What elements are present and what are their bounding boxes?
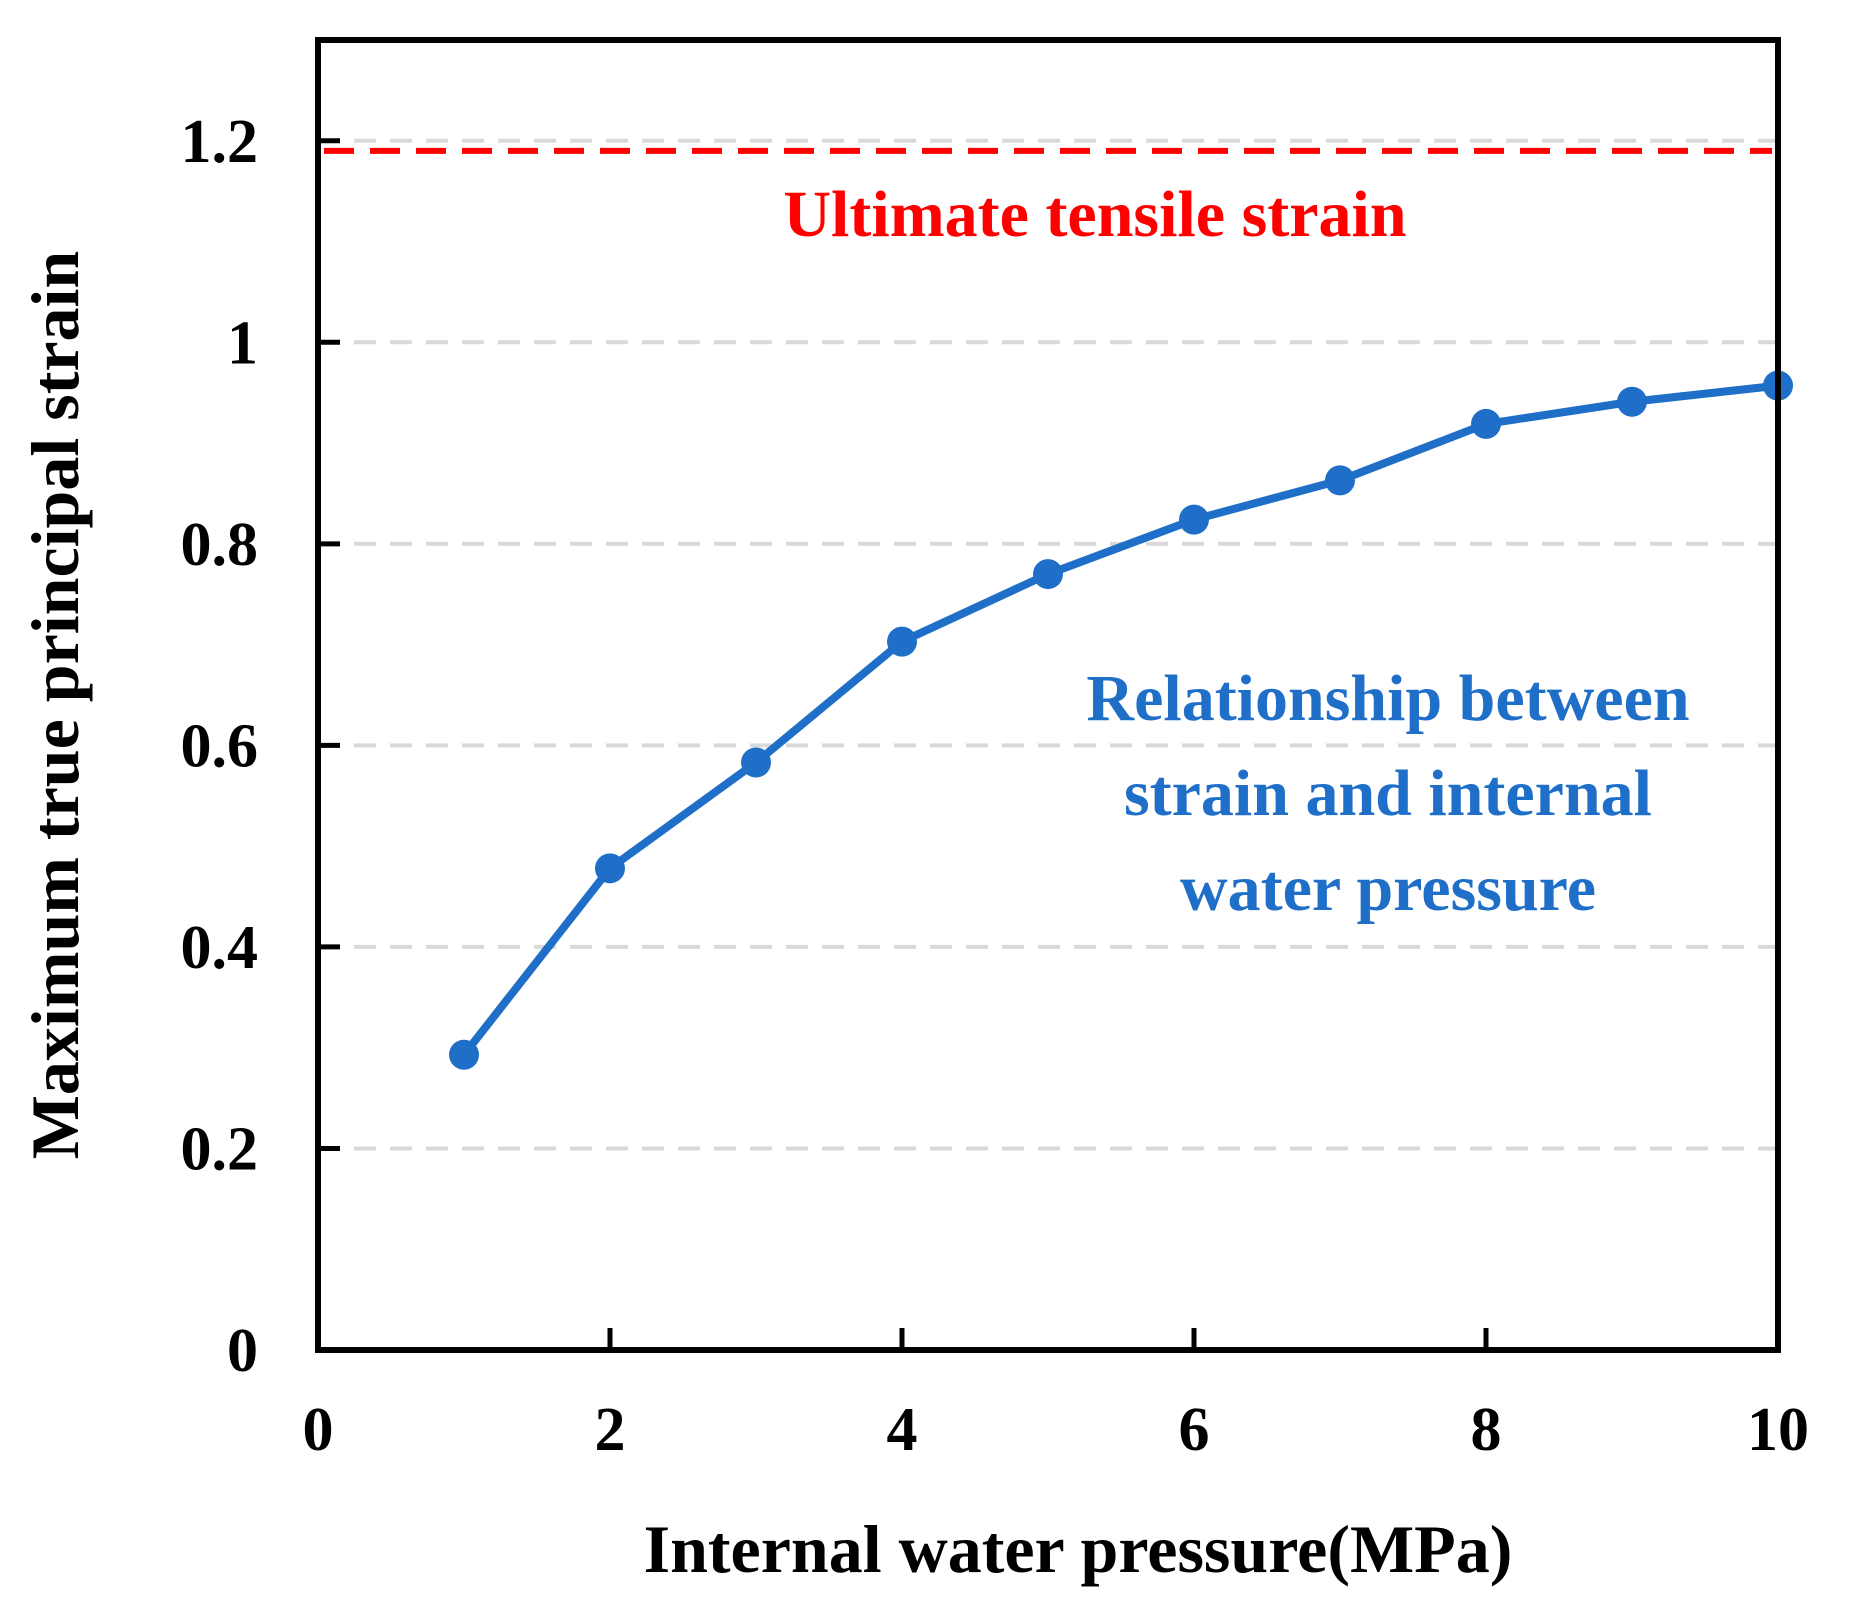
y-axis-ticks: 0 0.2 0.4 0.6 0.8 1 1.2 [181, 108, 340, 1385]
y-tick-label-1: 1 [227, 309, 258, 377]
data-point-7 [1325, 465, 1355, 496]
y-tick-label-1.2: 1.2 [181, 108, 259, 176]
series-line-0 [460, 381, 1782, 1059]
y-tick-label-0.4: 0.4 [181, 914, 259, 982]
series-layer [449, 370, 1793, 1070]
y-tick-label-0.6: 0.6 [181, 712, 259, 780]
data-point-5 [1033, 559, 1063, 590]
series-annotation-line-2: strain and internal [1124, 757, 1652, 830]
y-tick-label-0.8: 0.8 [181, 511, 259, 579]
plot-area-frame [315, 37, 1781, 1353]
x-tick-label-10: 10 [1747, 1396, 1809, 1464]
grid-lines [318, 138, 1778, 1151]
data-point-9 [1617, 386, 1647, 417]
x-tick-label-8: 8 [1471, 1396, 1502, 1464]
ultimate-tensile-strain-label: Ultimate tensile strain [783, 178, 1406, 251]
x-axis-ticks: 0 2 4 6 8 10 [303, 1328, 1809, 1464]
x-tick-label-0: 0 [303, 1396, 334, 1464]
y-tick-label-0: 0 [227, 1317, 258, 1385]
x-axis-title: Internal water pressure(MPa) [644, 1511, 1513, 1587]
series-annotation-line-3: water pressure [1180, 852, 1596, 925]
x-tick-label-2: 2 [595, 1396, 626, 1464]
data-point-1 [449, 1039, 479, 1070]
data-point-4 [887, 626, 917, 657]
series-annotation-line-1: Relationship between [1086, 662, 1689, 735]
data-point-6 [1179, 504, 1209, 535]
data-point-8 [1471, 408, 1501, 439]
data-point-2 [595, 853, 625, 884]
x-tick-label-4: 4 [887, 1396, 918, 1464]
x-tick-label-6: 6 [1179, 1396, 1210, 1464]
y-tick-label-0.2: 0.2 [181, 1115, 259, 1183]
y-axis-title: Maximum true principal strain [17, 251, 93, 1160]
data-point-3 [741, 747, 771, 778]
